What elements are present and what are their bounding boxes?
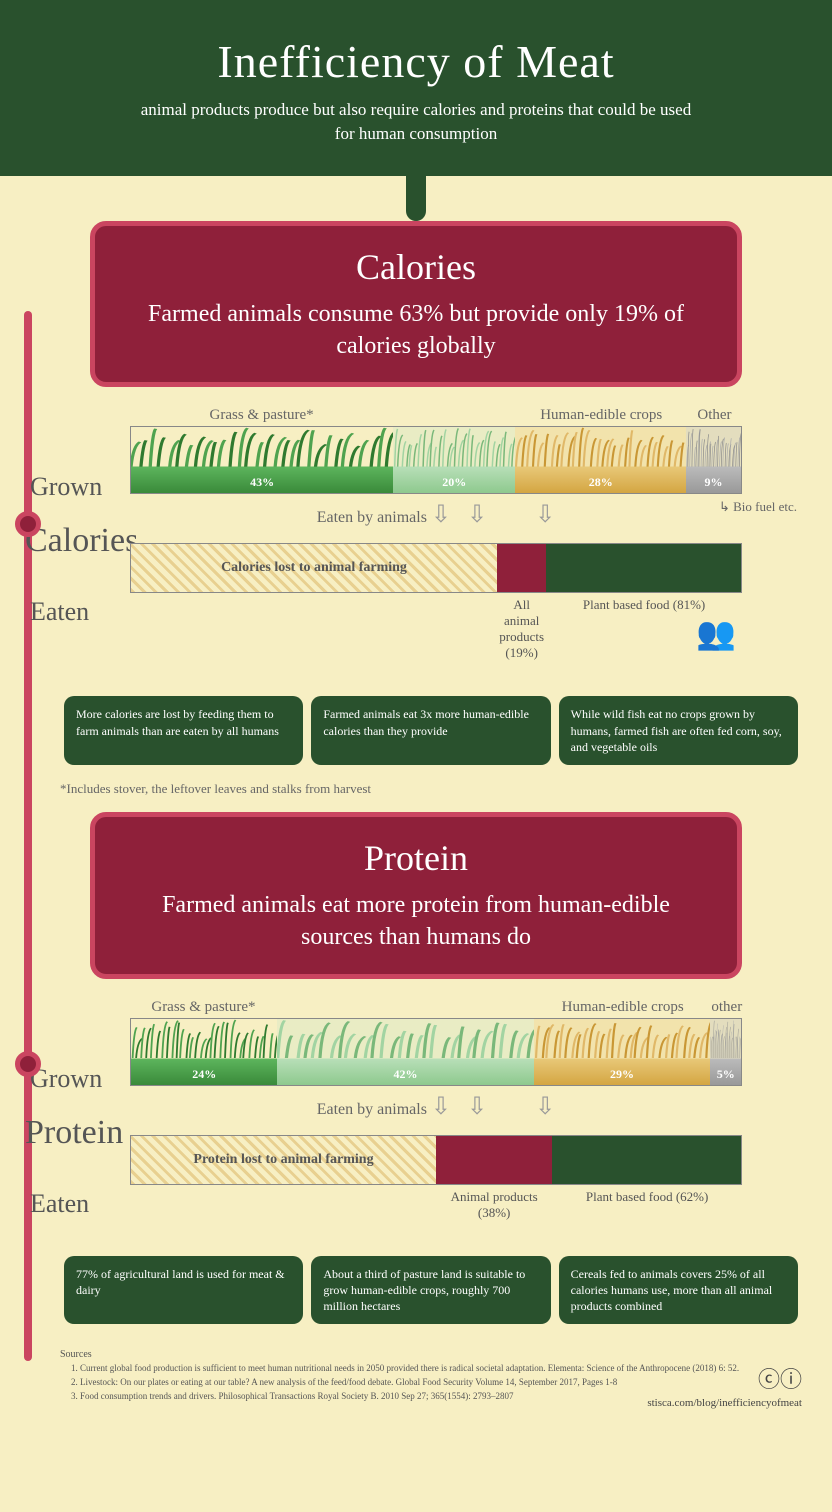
section-header: Calories Farmed animals consume 63% but p… — [90, 221, 742, 388]
segment-pct: 29% — [610, 1067, 634, 1085]
section-title: Calories — [125, 246, 707, 288]
eaten-bar: Protein lost to animal farming — [130, 1135, 742, 1185]
factoids-row: 77% of agricultural land is used for mea… — [60, 1256, 802, 1325]
animal-products-label: Animal products (38%) — [436, 1189, 552, 1221]
segment-pct: 42% — [393, 1067, 417, 1085]
source-url: stisca.com/blog/inefficiencyofmeat — [647, 1397, 802, 1409]
segment-pct: 43% — [250, 475, 274, 493]
sections: Calories Farmed animals consume 63% but p… — [0, 221, 832, 1325]
page-title: Inefficiency of Meat — [30, 35, 802, 88]
arrow-label: Eaten by animals — [317, 509, 427, 526]
sources-heading: Sources — [60, 1349, 772, 1360]
header: Inefficiency of Meat animal products pro… — [0, 0, 832, 176]
cc-icons: ⓒⓘ — [647, 1362, 802, 1394]
category-label: Grass & pasture* — [130, 999, 277, 1016]
arrows-row: Eaten by animals ⇩ ⇩ ⇩↳ Bio fuel etc. — [130, 494, 742, 533]
factoid: Cereals fed to animals covers 25% of all… — [559, 1256, 798, 1325]
section-title: Protein — [125, 837, 707, 879]
bar-segment: 29% — [534, 1019, 711, 1085]
arrow-icon: ⇩ — [467, 1092, 487, 1121]
grown-category-labels: Grass & pasture* Human-edible cropsother — [130, 999, 742, 1016]
arrow-icon: ⇩ — [467, 500, 487, 529]
arrow-icon: ⇩ — [535, 1092, 555, 1121]
segment-pct: 5% — [717, 1067, 735, 1085]
axis-label: Protein — [25, 1114, 123, 1152]
segment-pct: 20% — [442, 475, 466, 493]
category-label: other — [711, 999, 742, 1016]
eaten-lost-segment: Calories lost to animal farming — [131, 544, 497, 592]
figure-content: Grown Protein Eaten Grass & pasture* Human… — [0, 979, 832, 1236]
arrow-icon: ⇩ — [535, 500, 555, 529]
row-label-eaten: Eaten — [30, 1189, 89, 1219]
factoid: 77% of agricultural land is used for mea… — [64, 1256, 303, 1325]
plant-food-label: Plant based food (62%) — [552, 1189, 742, 1221]
figure: Grown Calories EatenGrass & pasture*Huma… — [30, 407, 802, 661]
segment-pct: 9% — [705, 475, 723, 493]
segment-pct: 24% — [192, 1067, 216, 1085]
bar-segment: 5% — [710, 1019, 741, 1085]
category-label: Other — [687, 407, 742, 424]
section: Calories Farmed animals consume 63% but p… — [0, 221, 832, 812]
row-label-grown: Grown — [30, 1064, 102, 1094]
category-label: Human-edible crops — [516, 407, 687, 424]
category-label — [393, 407, 515, 424]
factoids-row: More calories are lost by feeding them t… — [60, 696, 802, 765]
arrows-row: Eaten by animals ⇩ ⇩ ⇩ — [130, 1086, 742, 1125]
timeline-node — [15, 511, 41, 537]
figure: Grown Protein EatenGrass & pasture*Human… — [30, 999, 802, 1221]
bar-segment: 20% — [393, 427, 515, 493]
attribution: ⓒⓘ stisca.com/blog/inefficiencyofmeat — [647, 1362, 802, 1409]
timeline-node — [15, 1051, 41, 1077]
factoid: About a third of pasture land is suitabl… — [311, 1256, 550, 1325]
sources: Sources Current global food production i… — [0, 1334, 832, 1429]
eaten-labels: All animal products (19%) Plant based fo… — [130, 593, 742, 661]
bar-segment: 9% — [686, 427, 741, 493]
factoid: More calories are lost by feeding them t… — [64, 696, 303, 765]
category-label: Human-edible crops — [534, 999, 711, 1016]
category-label: Grass & pasture* — [130, 407, 393, 424]
grown-category-labels: Grass & pasture* Human-edible cropsOther — [130, 407, 742, 424]
grown-bar: 43% 20% 28% 9% — [130, 426, 742, 494]
arrow-label: Eaten by animals — [317, 1101, 427, 1118]
bar-segment: 43% — [131, 427, 393, 493]
row-label-eaten: Eaten — [30, 597, 89, 627]
bar-segment: 28% — [515, 427, 686, 493]
bar-segment: 24% — [131, 1019, 277, 1085]
section-header: Protein Farmed animals eat more protein f… — [90, 812, 742, 979]
eaten-plant-segment — [552, 1136, 741, 1184]
eaten-bar: Calories lost to animal farming 👥 — [130, 543, 742, 593]
category-label — [277, 999, 534, 1016]
connector-top — [0, 176, 832, 221]
factoid: Farmed animals eat 3x more human-edible … — [311, 696, 550, 765]
eaten-animal-segment — [497, 544, 546, 592]
factoid: While wild fish eat no crops grown by hu… — [559, 696, 798, 765]
people-icon: 👥 — [696, 614, 736, 652]
arrow-icon: ⇩ — [431, 500, 451, 529]
grown-bar: 24% 42% 29% 5% — [130, 1018, 742, 1086]
row-label-grown: Grown — [30, 472, 102, 502]
section-subtitle: Farmed animals consume 63% but provide o… — [125, 298, 707, 363]
axis-label: Calories — [25, 522, 138, 560]
figure-content: Grown Calories Eaten Grass & pasture* Huma… — [0, 387, 832, 676]
eaten-labels: Animal products (38%) Plant based food (… — [130, 1185, 742, 1221]
eaten-plant-segment — [546, 544, 741, 592]
bar-segment: 42% — [277, 1019, 533, 1085]
biofuel-label: ↳ Bio fuel etc. — [719, 499, 797, 515]
section-subtitle: Farmed animals eat more protein from hum… — [125, 889, 707, 954]
footnote: *Includes stover, the leftover leaves an… — [0, 775, 832, 812]
arrow-icon: ⇩ — [431, 1092, 451, 1121]
eaten-animal-segment — [436, 1136, 552, 1184]
segment-pct: 28% — [589, 475, 613, 493]
eaten-lost-segment: Protein lost to animal farming — [131, 1136, 436, 1184]
animal-products-label: All animal products (19%) — [497, 597, 546, 661]
page-subtitle: animal products produce but also require… — [136, 98, 696, 146]
section: Protein Farmed animals eat more protein f… — [0, 812, 832, 1324]
